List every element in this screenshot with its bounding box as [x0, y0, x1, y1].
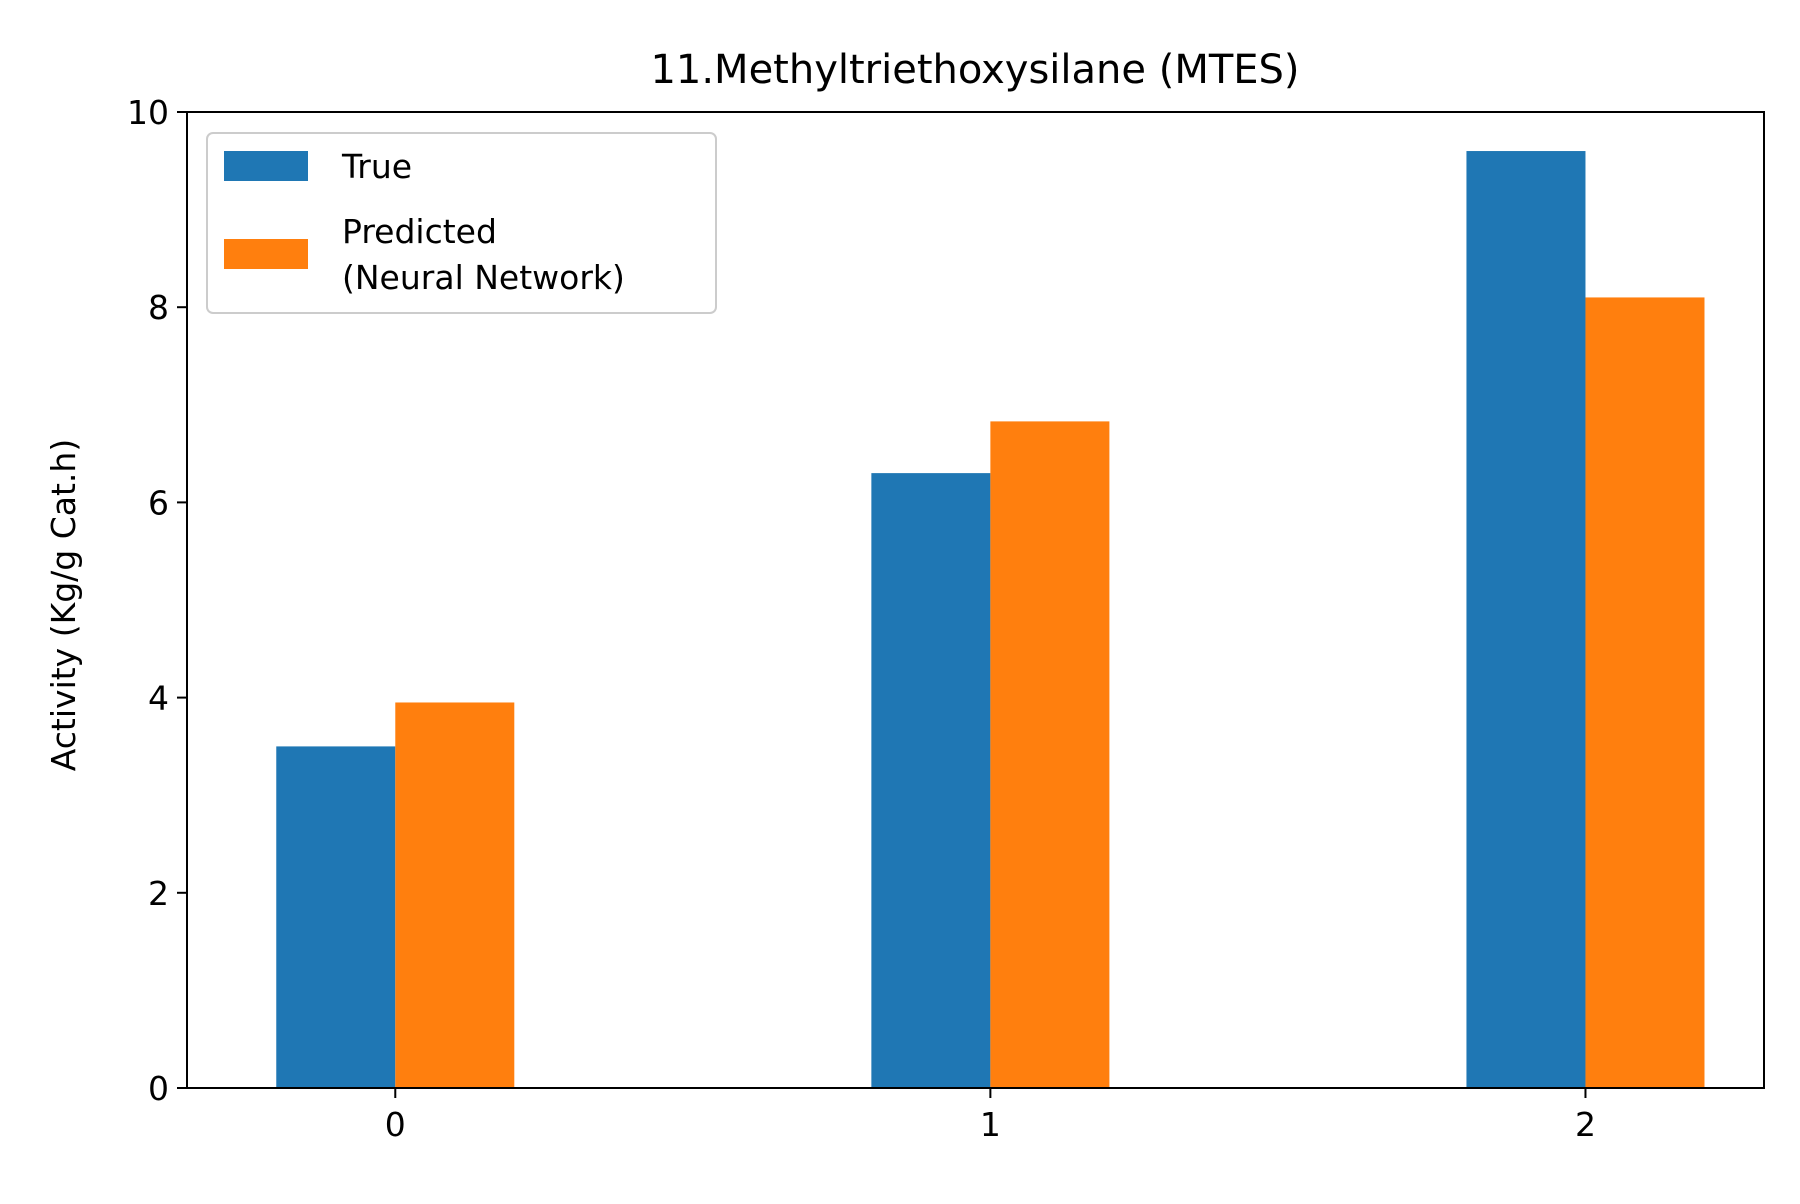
y-tick-label: 6	[148, 483, 169, 522]
y-tick-label: 4	[148, 679, 169, 718]
legend-label-true: True	[341, 147, 412, 186]
y-tick-label: 8	[148, 288, 169, 327]
legend: True Predicted (Neural Network)	[206, 132, 717, 314]
legend-swatch-predicted	[224, 239, 308, 269]
bar-true-2	[1466, 151, 1586, 1089]
bar-true-1	[871, 473, 991, 1088]
y-tick-label: 2	[148, 874, 169, 913]
legend-box	[206, 132, 717, 314]
chart-title: 11.Methyltriethoxysilane (MTES)	[650, 47, 1299, 93]
y-axis-label: Activity (Kg/g Cat.h)	[44, 439, 83, 771]
y-tick-label: 0	[148, 1069, 169, 1108]
bar-true-0	[276, 746, 396, 1088]
y-tick-label: 10	[127, 93, 169, 132]
legend-swatch-true	[224, 151, 308, 181]
bar-predicted-2	[1585, 297, 1705, 1088]
bar-predicted-1	[990, 421, 1110, 1089]
x-tick-label: 0	[385, 1105, 406, 1144]
legend-label-predicted: Predicted (Neural Network)	[342, 212, 625, 297]
x-tick-label: 1	[980, 1105, 1001, 1144]
x-tick-label: 2	[1575, 1105, 1596, 1144]
bars-layer	[276, 151, 1705, 1089]
plot-frame	[186, 111, 1765, 1089]
bar-predicted-0	[395, 702, 515, 1088]
axes-layer: 0 2 4 6 8 10 0 1 2	[127, 93, 1765, 1144]
